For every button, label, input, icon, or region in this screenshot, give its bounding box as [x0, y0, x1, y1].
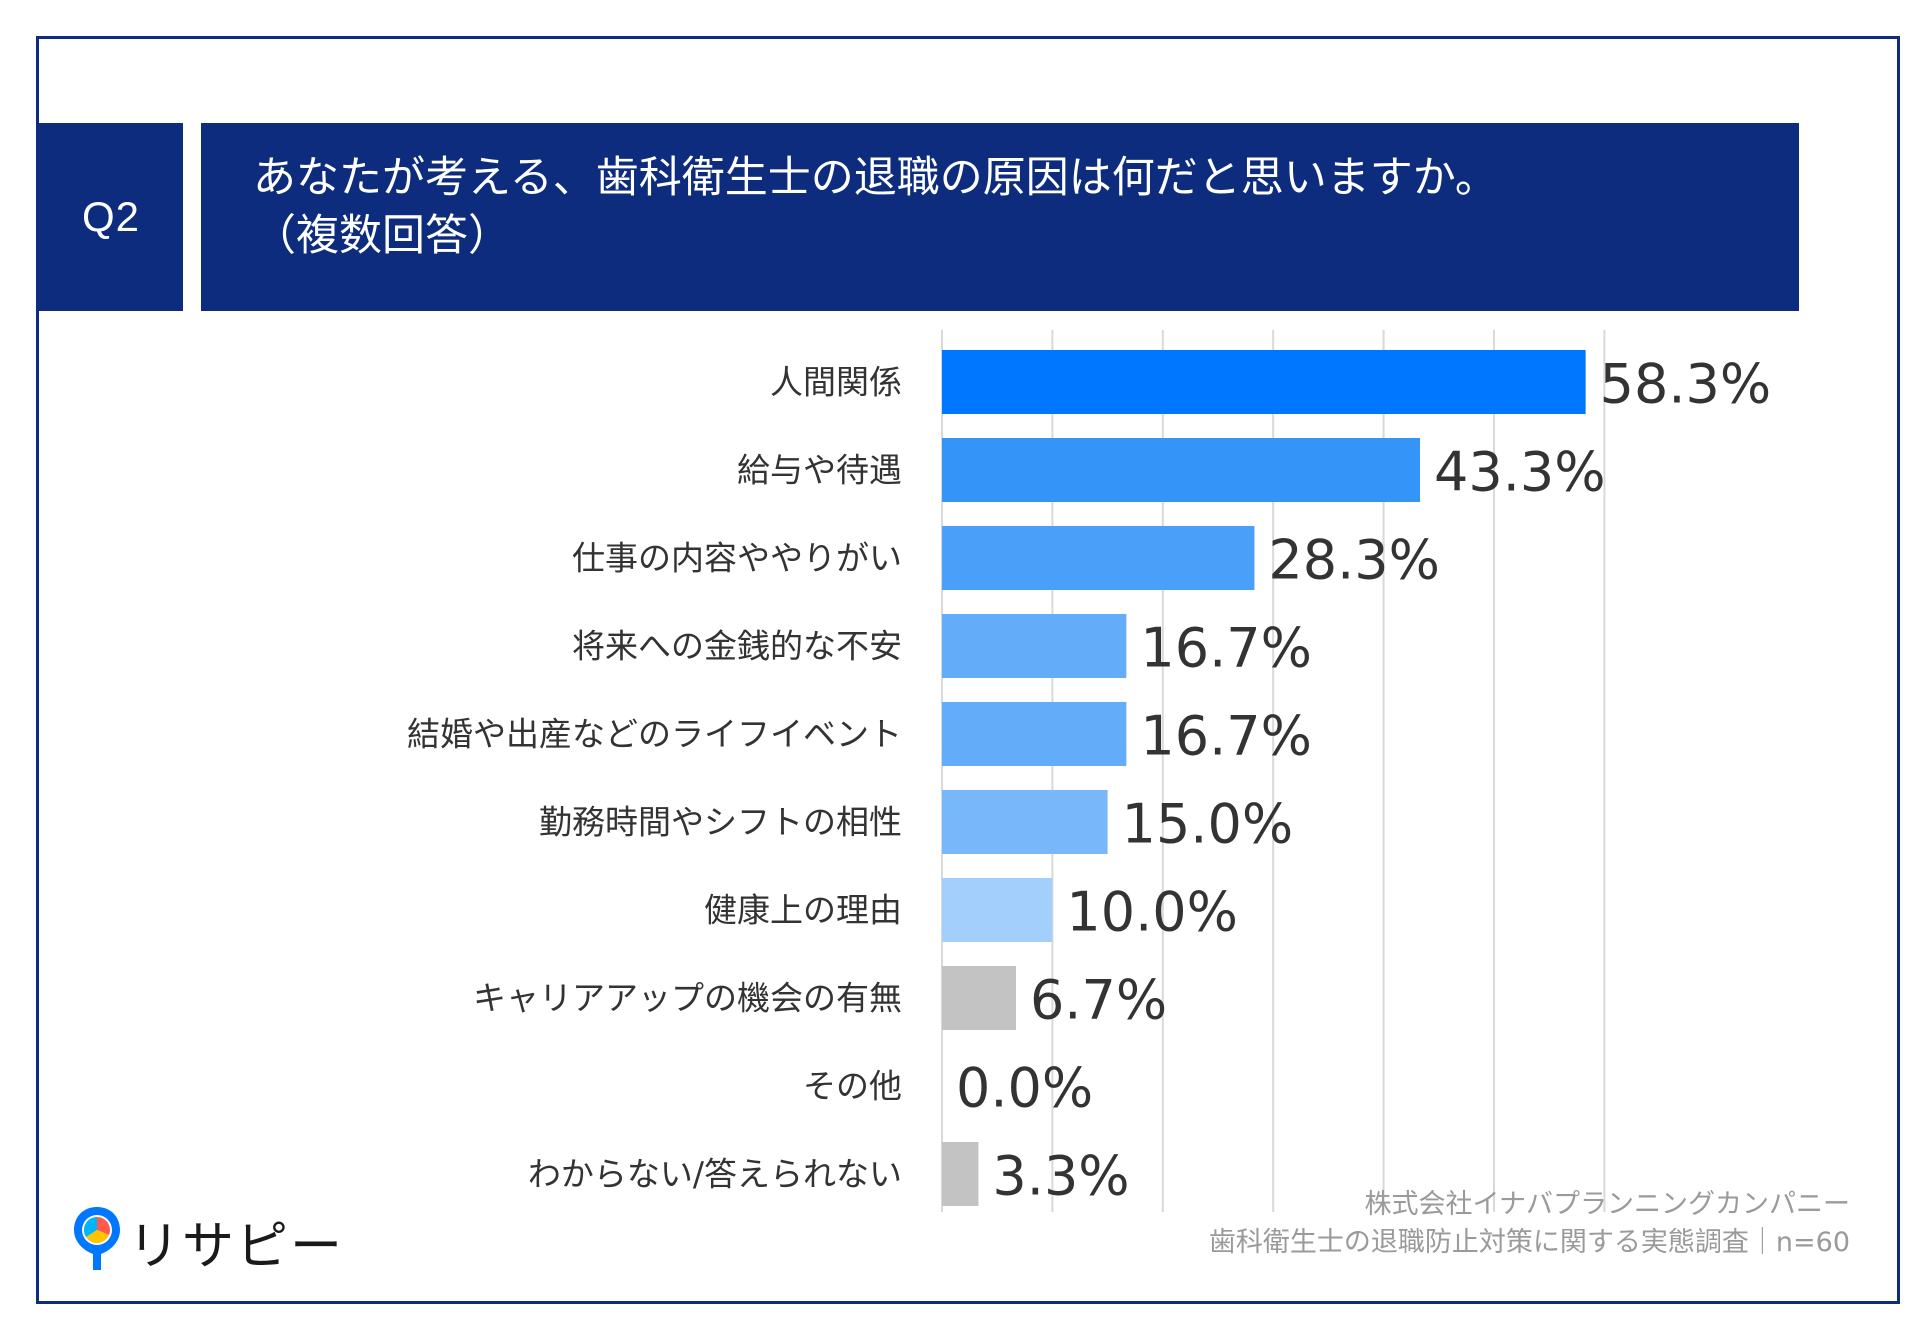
source-company: 株式会社イナバプランニングカンパニー [1364, 1189, 1850, 1220]
value-label: 0.0% [956, 1057, 1093, 1120]
value-label: 15.0% [1122, 793, 1294, 856]
bar [942, 526, 1255, 590]
brand-name: リサピー [128, 1217, 345, 1277]
slide-frame: Q2 あなたが考える、歯科衛生士の退職の原因は何だと思いますか。 （複数回答） [36, 36, 1900, 1304]
bar [942, 438, 1421, 502]
bar [942, 350, 1586, 414]
category-label: 人間関係 [770, 363, 902, 402]
brand-logo: リサピー [66, 1196, 342, 1277]
category-label: 仕事の内容ややりがい [572, 539, 902, 578]
value-label: 58.3% [1600, 353, 1772, 416]
source-note: 株式会社イナバプランニングカンパニー 歯科衛生士の退職防止対策に関する実態調査｜… [1209, 1186, 1850, 1262]
category-label: わからない/答えられない [528, 1155, 902, 1194]
bar [942, 614, 1127, 678]
category-label: 結婚や出産などのライフイベント [407, 715, 902, 754]
category-label: キャリアアップの機会の有無 [473, 979, 902, 1018]
bar [942, 702, 1127, 766]
source-survey: 歯科衛生士の退職防止対策に関する実態調査｜n=60 [1208, 1227, 1850, 1258]
category-label: 将来への金銭的な不安 [572, 627, 902, 666]
bar [942, 966, 1016, 1030]
bar [942, 878, 1053, 942]
category-label: 勤務時間やシフトの相性 [539, 803, 902, 842]
value-label: 43.3% [1434, 441, 1606, 504]
question-title-line1: あなたが考える、歯科衛生士の退職の原因は何だと思いますか。 [253, 153, 1498, 203]
question-title: あなたが考える、歯科衛生士の退職の原因は何だと思いますか。 （複数回答） [201, 123, 1799, 311]
category-label: 給与や待遇 [737, 451, 902, 490]
value-label: 16.7% [1140, 705, 1312, 768]
bar [942, 790, 1108, 854]
category-label: 健康上の理由 [704, 891, 902, 930]
question-title-line2: （複数回答） [253, 211, 511, 261]
bar [942, 1142, 979, 1206]
value-label: 6.7% [1030, 969, 1167, 1032]
chart-category-labels: 人間関係給与や待遇仕事の内容ややりがい将来への金銭的な不安結婚や出産などのライフ… [407, 363, 902, 1194]
value-label: 10.0% [1066, 881, 1238, 944]
value-label: 3.3% [992, 1145, 1129, 1208]
question-number: Q2 [39, 123, 183, 311]
chart-bars [942, 350, 1586, 1206]
value-label: 16.7% [1140, 617, 1312, 680]
category-label: その他 [803, 1067, 902, 1106]
value-label: 28.3% [1268, 529, 1440, 592]
map-pin-logo-icon [74, 1207, 120, 1270]
chart-value-labels: 58.3% 43.3% 28.3% 16.7% 16.7% 15.0% 10.0% 6.7% 0… [956, 353, 1771, 1208]
